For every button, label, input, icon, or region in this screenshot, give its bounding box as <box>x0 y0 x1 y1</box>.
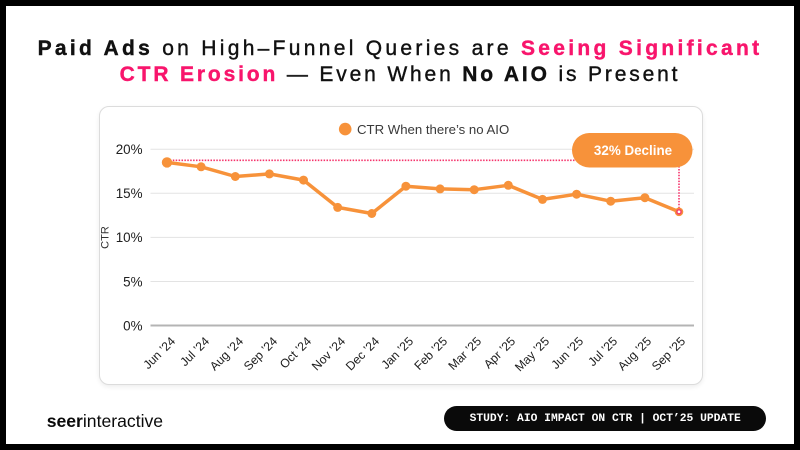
svg-text:Jun ’24: Jun ’24 <box>140 334 178 372</box>
svg-text:5%: 5% <box>123 274 142 289</box>
svg-text:Sep ’24: Sep ’24 <box>241 334 280 373</box>
svg-text:Sep ’25: Sep ’25 <box>649 334 688 373</box>
svg-text:10%: 10% <box>116 230 143 245</box>
svg-text:15%: 15% <box>116 186 143 201</box>
svg-text:Dec ’24: Dec ’24 <box>343 334 382 373</box>
svg-text:Aug ’24: Aug ’24 <box>207 334 246 373</box>
svg-text:Aug ’25: Aug ’25 <box>615 334 654 373</box>
svg-text:20%: 20% <box>116 142 143 157</box>
svg-text:Nov ’24: Nov ’24 <box>309 334 348 373</box>
svg-text:Mar ’25: Mar ’25 <box>445 334 484 373</box>
svg-text:0%: 0% <box>123 318 142 333</box>
svg-text:May ’25: May ’25 <box>512 334 552 374</box>
svg-text:32% Decline: 32% Decline <box>594 143 672 158</box>
svg-text:Oct ’24: Oct ’24 <box>277 334 314 371</box>
svg-text:CTR: CTR <box>100 226 112 249</box>
svg-text:Jun ’25: Jun ’25 <box>548 334 586 372</box>
svg-text:CTR When there’s no AIO: CTR When there’s no AIO <box>357 122 509 137</box>
svg-text:Jan ’25: Jan ’25 <box>378 334 416 372</box>
svg-text:Feb ’25: Feb ’25 <box>411 334 450 373</box>
